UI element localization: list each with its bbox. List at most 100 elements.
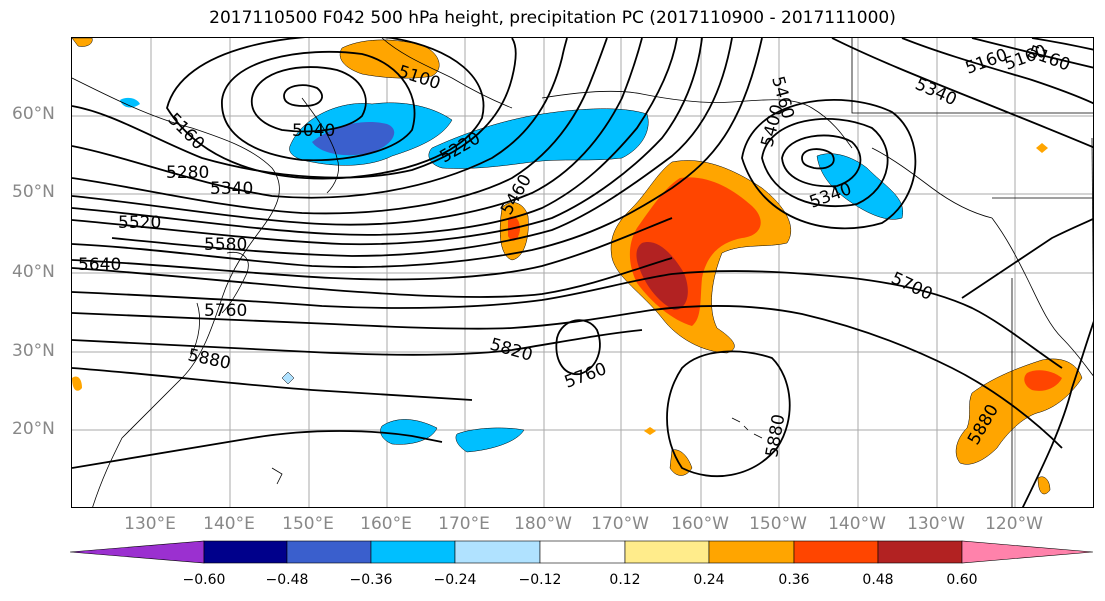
- contour-label-5580: 5580: [204, 235, 247, 255]
- colorbar-segments: [69, 540, 1094, 564]
- colorbar-tick-m024: −0.24: [433, 572, 477, 588]
- contour-label-5700: 5700: [888, 268, 936, 304]
- precip-negative-areas: [120, 97, 904, 453]
- contour-ridge-ne-2: [901, 38, 1093, 105]
- contour-label-5460-a: 5460: [497, 171, 536, 218]
- contour-5640: [72, 257, 673, 298]
- height-contours: [72, 38, 1093, 507]
- precip-pos-small-4: [1036, 143, 1048, 153]
- colorbar-tick-024: 0.24: [693, 572, 725, 588]
- contour-5220: [72, 38, 608, 215]
- contour-low-east-2: [761, 118, 889, 208]
- contour-low-east-inner: [801, 148, 835, 170]
- contour-5880-c: [72, 430, 443, 469]
- contour-5880-b: [666, 350, 791, 478]
- precip-pos-small-3: [1037, 476, 1051, 495]
- lat-label-20n: 20°N: [12, 419, 55, 439]
- contour-low-east-1: [781, 134, 862, 188]
- contour-label-5040: 5040: [292, 121, 335, 141]
- colorbar-segment: [286, 540, 372, 564]
- contour-5340: [72, 38, 678, 236]
- colorbar-tick-m060: −0.60: [182, 572, 226, 588]
- map-canvas: 5100 5160 5040 5280 5340 5220 5520 5580 …: [72, 38, 1093, 507]
- colorbar-segment: [793, 540, 879, 564]
- contour-5400: [72, 38, 703, 246]
- contour-low-west-2: [221, 51, 416, 162]
- lon-label-150w: 150°W: [749, 514, 807, 534]
- lon-label-180w: 180°W: [514, 514, 572, 534]
- lon-label-130e: 130°E: [124, 514, 176, 534]
- precip-neg-tropics-1: [380, 419, 438, 445]
- colorbar-tick-060: 0.60: [946, 572, 978, 588]
- colorbar-segment: [961, 540, 1094, 564]
- lat-label-50n: 50°N: [12, 182, 55, 202]
- lon-label-140w: 140°W: [828, 514, 886, 534]
- contour-label-5760-a: 5760: [204, 301, 247, 321]
- contour-5520: [72, 38, 763, 268]
- colorbar-tick-m036: −0.36: [349, 572, 393, 588]
- contour-label-5280-a: 5280: [166, 163, 209, 183]
- colorbar-tick-m012: −0.12: [518, 572, 562, 588]
- lon-label-150e: 150°E: [282, 514, 334, 534]
- lat-label-40n: 40°N: [12, 262, 55, 282]
- contour-5040: [166, 38, 485, 180]
- colorbar-segment: [370, 540, 456, 564]
- colorbar-tick-m048: −0.48: [265, 572, 309, 588]
- lat-label-60n: 60°N: [12, 104, 55, 124]
- precip-neg-tropics-2: [455, 427, 525, 453]
- contour-5760-b: [555, 319, 601, 375]
- contour-label-5880-b: 5880: [762, 413, 789, 459]
- colorbar-segment: [69, 540, 205, 564]
- precip-pos-small-2: [72, 38, 93, 47]
- precip-positive-areas: [72, 38, 1083, 495]
- contour-5280: [72, 38, 643, 226]
- precip-pos-baja: [955, 358, 1083, 465]
- contour-label-5760-b: 5760: [562, 359, 609, 393]
- precip-pos-small-5: [644, 427, 656, 435]
- colorbar-segment: [454, 540, 541, 564]
- coastlines: [72, 38, 1093, 507]
- contour-5460: [111, 38, 733, 257]
- map-panel[interactable]: 5100 5160 5040 5280 5340 5220 5520 5580 …: [71, 37, 1094, 508]
- contour-label-5340-a: 5340: [210, 179, 253, 199]
- contour-ridge-ne-4: [1031, 38, 1093, 51]
- colorbar-segment: [203, 540, 288, 564]
- contour-5580: [72, 217, 673, 281]
- colorbar: [69, 540, 1094, 564]
- contour-5100: [72, 38, 517, 179]
- contour-5160: [72, 38, 568, 199]
- contour-label-5340-c: 5340: [912, 74, 960, 110]
- contour-ridge-ne-1: [831, 38, 1093, 149]
- contour-ridge-ne-3: [971, 38, 1093, 69]
- contour-low-west-1: [250, 66, 367, 133]
- contour-low-west-inner: [283, 84, 323, 107]
- precip-neg-small-1: [120, 97, 140, 108]
- colorbar-tick-036: 0.36: [778, 572, 810, 588]
- contour-label-5820: 5820: [488, 335, 535, 366]
- lon-label-170w: 170°W: [591, 514, 649, 534]
- precip-pos-small-1: [72, 376, 82, 391]
- colorbar-tick-048: 0.48: [862, 572, 894, 588]
- colorbar-tick-012: 0.12: [609, 572, 641, 588]
- contour-label-5880-a: 5880: [186, 345, 232, 374]
- colorbar-svg: [69, 540, 1094, 564]
- colorbar-segment: [877, 540, 963, 564]
- contour-label-5640: 5640: [78, 255, 121, 275]
- colorbar-segment: [708, 540, 795, 564]
- contour-label-5160-d: 5160: [1025, 42, 1072, 76]
- contour-5700: [72, 270, 1063, 369]
- contour-trough-east-2: [961, 217, 1093, 299]
- colorbar-segment: [539, 540, 626, 564]
- precip-pos-kamchatka: [339, 39, 440, 79]
- precip-neg-small-2: [281, 371, 295, 385]
- contour-5820: [72, 329, 643, 356]
- lat-label-30n: 30°N: [12, 341, 55, 361]
- lon-label-130w: 130°W: [907, 514, 965, 534]
- lon-label-170e: 170°E: [438, 514, 490, 534]
- contour-low-east-3: [741, 99, 917, 230]
- contour-5760: [72, 305, 1063, 449]
- graticule: [72, 38, 1093, 507]
- contour-trough-east: [1021, 321, 1093, 507]
- lon-label-160w: 160°W: [671, 514, 729, 534]
- precip-pos-baja-core: [1024, 370, 1062, 391]
